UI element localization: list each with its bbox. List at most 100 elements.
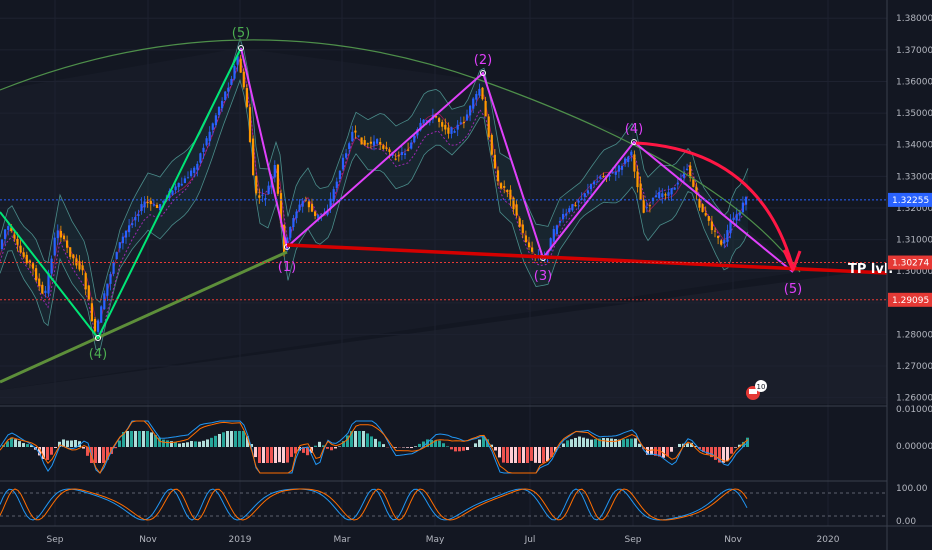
macd-pane[interactable] xyxy=(0,420,749,474)
macd-histogram-bar xyxy=(394,447,397,448)
candle-body xyxy=(518,218,521,227)
candle-body xyxy=(320,214,323,216)
candle-body xyxy=(732,217,735,221)
candle-body xyxy=(208,131,211,142)
time-tick-label: May xyxy=(426,535,445,545)
macd-histogram-bar xyxy=(502,447,505,463)
macd-histogram-bar xyxy=(578,436,581,447)
candle-body xyxy=(196,163,199,170)
candle-body xyxy=(469,105,472,116)
candle-body xyxy=(273,165,276,178)
macd-histogram-bar xyxy=(306,447,309,456)
macd-histogram-bar xyxy=(490,444,493,447)
macd-histogram-bar xyxy=(414,446,417,447)
candle-body xyxy=(633,154,636,172)
candle-body xyxy=(645,207,648,209)
stoch-k-line xyxy=(0,488,748,521)
candle-body xyxy=(503,186,506,188)
candle-body xyxy=(25,254,28,264)
candle-body xyxy=(673,187,676,190)
candle-body xyxy=(53,237,56,256)
macd-histogram-bar xyxy=(574,437,577,447)
candle-body xyxy=(593,181,596,185)
candle-body xyxy=(128,225,131,233)
candle-body xyxy=(7,226,10,230)
macd-histogram-bar xyxy=(178,443,181,447)
impulse-wave-line xyxy=(0,47,242,340)
candle-body xyxy=(713,230,717,232)
candle-body xyxy=(602,176,605,178)
macd-histogram-bar xyxy=(226,431,229,447)
macd-histogram-bar xyxy=(222,432,225,447)
macd-histogram-bar xyxy=(262,447,265,463)
macd-histogram-bar xyxy=(522,447,525,463)
candle-body xyxy=(180,183,183,186)
time-axis[interactable]: Sep Nov 2019 Mar May Jul Sep Nov 2020 xyxy=(47,535,840,545)
macd-histogram-bar xyxy=(254,447,257,458)
candle-body xyxy=(317,214,320,219)
wave-label: (4) xyxy=(625,122,643,137)
macd-histogram-bar xyxy=(514,447,517,463)
candle-body xyxy=(689,165,692,178)
candle-body xyxy=(56,230,59,239)
price-tick-label: 1.32000 xyxy=(896,204,932,214)
macd-histogram-bar xyxy=(586,438,589,447)
macd-histogram-bar xyxy=(626,438,629,447)
candle-body xyxy=(617,165,620,172)
candle-body xyxy=(369,141,372,144)
candle-body xyxy=(481,87,484,100)
support-trendline xyxy=(0,250,288,384)
price-badge-label: 1.29095 xyxy=(892,296,929,306)
candle-body xyxy=(379,141,382,145)
macd-histogram-bar xyxy=(454,447,457,452)
macd-histogram-bar xyxy=(170,441,173,447)
macd-histogram-bar xyxy=(726,447,729,461)
macd-histogram-bar xyxy=(442,443,445,447)
price-badge-label: 1.32255 xyxy=(892,196,929,206)
target-label: TP lvl. xyxy=(848,262,893,277)
time-tick-label: Mar xyxy=(334,535,351,545)
macd-histogram-bar xyxy=(650,447,653,455)
candle-body xyxy=(59,230,62,238)
macd-histogram-bar xyxy=(542,447,545,463)
macd-histogram-bar xyxy=(550,447,553,458)
candle-body xyxy=(267,185,270,195)
wave-label: (3) xyxy=(534,269,552,284)
candle-body xyxy=(227,87,230,92)
macd-histogram-bar xyxy=(342,441,345,447)
candle-body xyxy=(589,184,593,190)
macd-histogram-bar xyxy=(382,444,385,447)
price-badge-box xyxy=(888,255,932,270)
time-tick-label: 2020 xyxy=(817,535,840,545)
macd-histogram-bar xyxy=(70,440,73,447)
macd-histogram-bar xyxy=(538,447,541,463)
candle-body xyxy=(574,205,577,207)
candle-body xyxy=(326,211,329,215)
macd-histogram-bar xyxy=(722,447,725,463)
macd-histogram-bar xyxy=(606,438,609,447)
macd-histogram-bar xyxy=(190,440,193,447)
candle-body xyxy=(596,181,599,183)
macd-histogram-bar xyxy=(694,446,697,447)
earnings-event-badge[interactable]: 10 xyxy=(746,380,767,400)
candle-body xyxy=(41,284,44,294)
candle-body xyxy=(729,219,732,233)
candle-body xyxy=(726,230,729,243)
macd-histogram-bar xyxy=(102,447,105,463)
candle-body xyxy=(335,181,338,188)
macd-histogram-bar xyxy=(510,447,513,463)
macd-histogram-bar xyxy=(46,447,49,460)
candle-body xyxy=(115,252,118,260)
macd-histogram-bar xyxy=(42,447,45,459)
macd-histogram-bar xyxy=(6,441,9,447)
candle-body xyxy=(444,124,447,130)
candle-body xyxy=(552,229,555,242)
price-badge-label: 1.30274 xyxy=(892,259,929,269)
macd-histogram-bar xyxy=(50,447,53,455)
candle-body xyxy=(221,100,224,109)
macd-histogram-bar xyxy=(202,440,205,447)
stochastic-pane[interactable] xyxy=(0,488,887,521)
candle-body xyxy=(44,290,47,293)
candle-body xyxy=(614,171,617,175)
